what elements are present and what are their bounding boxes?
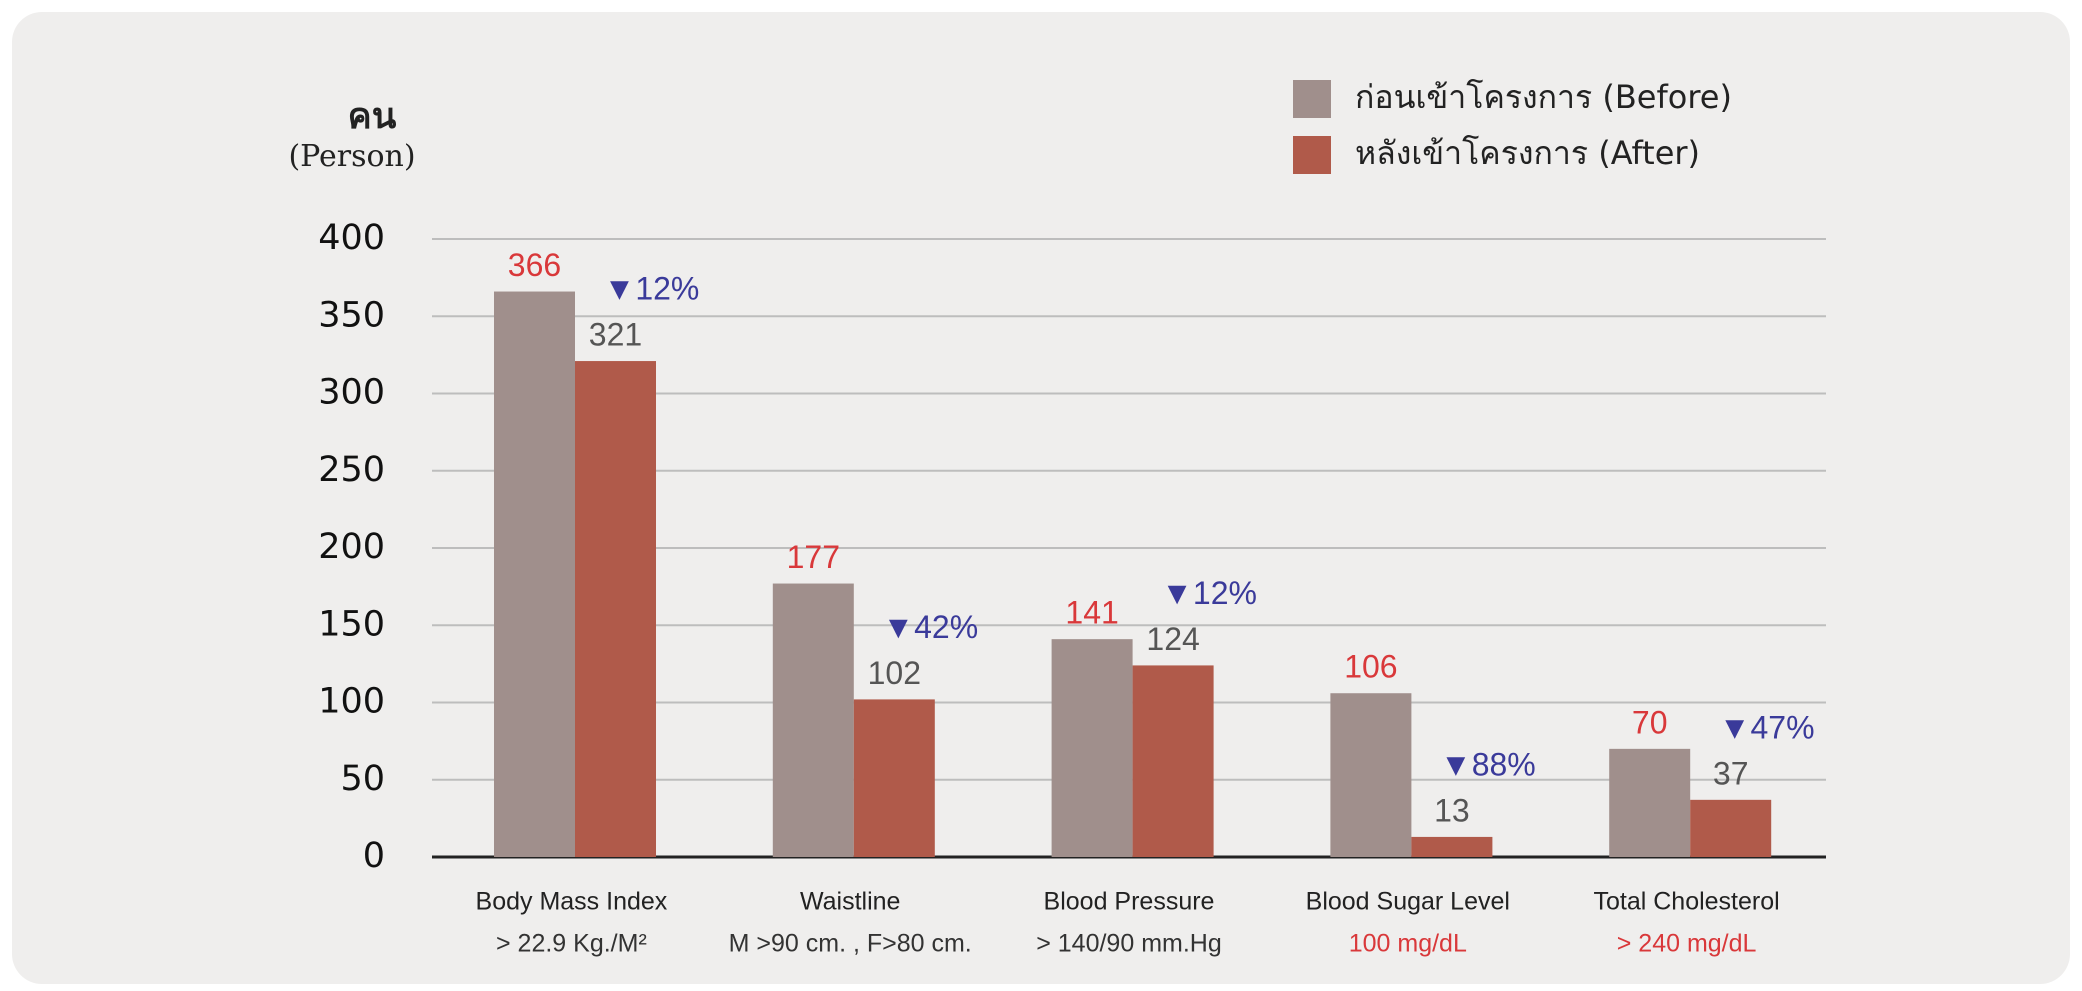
- x-tick-label: Total Cholesterol: [1593, 888, 1779, 916]
- y-tick-label: 400: [318, 218, 385, 258]
- value-label: 366: [508, 247, 561, 283]
- annotation: ▼12%: [1161, 575, 1257, 611]
- value-label: 321: [589, 317, 642, 353]
- y-tick-label: 0: [363, 836, 385, 876]
- legend-swatch: [1293, 80, 1331, 118]
- x-tick-label: Blood Sugar Level: [1306, 888, 1510, 916]
- y-axis-label: (Person): [288, 139, 415, 174]
- bar: [1132, 665, 1214, 857]
- annotation: ▼12%: [604, 271, 700, 307]
- x-tick-sublabel: 100 mg/dL: [1349, 930, 1467, 958]
- bar: [772, 583, 854, 857]
- annotation: ▼42%: [882, 609, 978, 645]
- legend-swatch: [1293, 136, 1331, 174]
- bar: [575, 361, 656, 857]
- value-label: 37: [1713, 755, 1749, 791]
- x-tick-sublabel: M >90 cm. , F>80 cm.: [729, 930, 972, 958]
- annotation: ▼88%: [1440, 746, 1536, 782]
- value-label: 141: [1065, 595, 1118, 631]
- bar: [494, 291, 575, 857]
- value-label: 13: [1434, 792, 1470, 828]
- value-label: 70: [1632, 704, 1668, 740]
- bar: [1051, 639, 1133, 857]
- x-tick-sublabel: > 22.9 Kg./M²: [496, 930, 647, 958]
- x-tick-label: Body Mass Index: [476, 888, 668, 916]
- bar: [1690, 799, 1772, 857]
- value-label: 106: [1344, 649, 1397, 685]
- annotation: ▼47%: [1719, 709, 1815, 745]
- y-tick-label: 250: [318, 450, 385, 490]
- x-tick-label: Waistline: [800, 888, 901, 916]
- y-tick-label: 200: [318, 527, 385, 567]
- x-tick-sublabel: > 140/90 mm.Hg: [1036, 930, 1222, 958]
- y-tick-label: 150: [318, 604, 385, 644]
- x-tick-label: Blood Pressure: [1044, 888, 1215, 916]
- bar: [1609, 748, 1691, 857]
- x-tick-sublabel: > 240 mg/dL: [1617, 930, 1757, 958]
- bar: [1411, 836, 1493, 857]
- y-axis-label: คน: [348, 96, 397, 137]
- legend-label: ก่อนเข้าโครงการ (Before): [1355, 78, 1732, 116]
- bar: [853, 699, 935, 857]
- y-tick-label: 350: [318, 295, 385, 335]
- legend-label: หลังเข้าโครงการ (After): [1355, 134, 1700, 172]
- y-tick-label: 100: [318, 682, 385, 722]
- bar: [1330, 693, 1412, 857]
- value-label: 124: [1146, 621, 1199, 657]
- y-tick-label: 50: [340, 759, 385, 799]
- y-tick-label: 300: [318, 373, 385, 413]
- value-label: 102: [868, 655, 921, 691]
- value-label: 177: [787, 539, 840, 575]
